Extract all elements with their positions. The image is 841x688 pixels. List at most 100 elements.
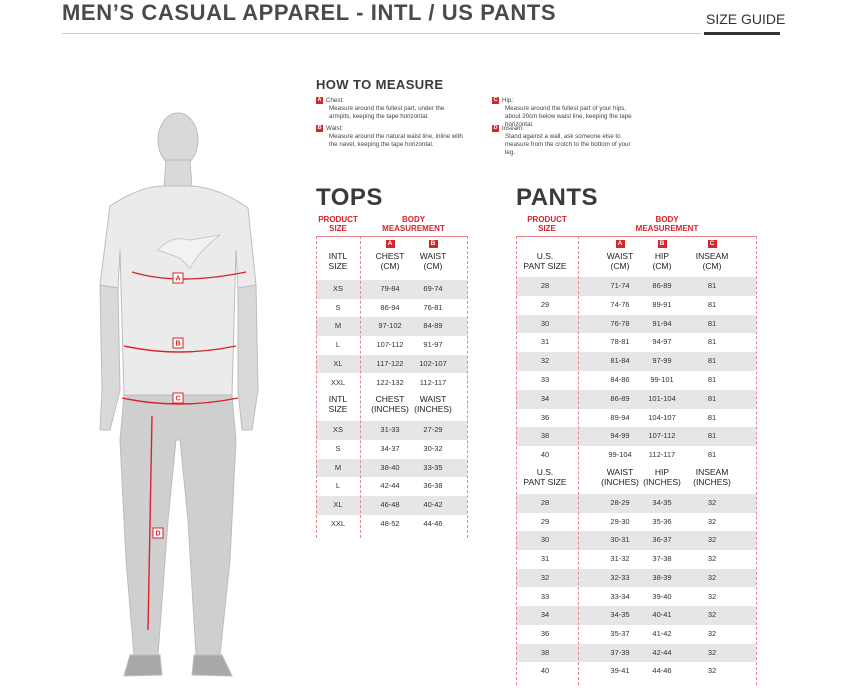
column-head: INSEAM (CM): [695, 251, 729, 271]
table-cell: 31: [540, 554, 550, 564]
table-border: [516, 236, 517, 685]
marker-box: [152, 527, 164, 539]
table-border: [316, 236, 317, 538]
letter-badge: A: [385, 240, 395, 248]
table-cell: 30: [540, 535, 550, 545]
row-stripe: [316, 317, 467, 337]
table-cell: 81: [707, 281, 717, 290]
table-cell: 32: [707, 554, 717, 564]
table-cell: XS: [332, 425, 343, 434]
table-cell: 44-46: [652, 666, 672, 676]
table-cell: 74-76: [610, 299, 630, 309]
table-cell: 99-101: [650, 375, 674, 384]
letter-badge: C: [707, 240, 717, 248]
table-title: PANTS: [516, 184, 599, 211]
table-border: [756, 236, 757, 685]
table-cell: 78-81: [610, 337, 630, 347]
table-cell: 30-31: [610, 535, 630, 545]
instruction: C Hip: Measure around the fullest part of …: [492, 97, 642, 129]
table-cell: 81: [707, 318, 717, 328]
table-cell: 33-35: [423, 462, 443, 472]
table-cell: 86-89: [610, 393, 630, 403]
table-cell: 32: [707, 591, 717, 601]
table-cell: 86-94: [380, 302, 400, 312]
table-cell: 31-32: [610, 554, 630, 564]
row-stripe: [516, 389, 756, 409]
table-cell: 33: [540, 591, 550, 601]
table-cell: 32: [540, 572, 550, 582]
table-cell: 99-104: [608, 450, 632, 460]
table-cell: M: [334, 462, 342, 472]
column-head: U.S. PANT SIZE: [523, 467, 567, 487]
marker-box: [172, 337, 184, 349]
table-cell: 42-44: [652, 647, 672, 657]
table-cell: 32: [707, 572, 717, 582]
table-cell: M: [334, 321, 342, 331]
table-cell: 32: [707, 535, 717, 545]
table-cell: S: [335, 443, 341, 453]
table-cell: 101-104: [648, 393, 676, 403]
instruction-head: B Waist:: [316, 125, 466, 133]
table-cell: 33: [540, 375, 550, 384]
table-cell: 97-99: [652, 356, 672, 366]
instruction-head: C Hip:: [492, 97, 642, 105]
column-head: INSEAM (INCHES): [693, 467, 731, 487]
column-head: WAIST (CM): [419, 251, 447, 271]
table-border: [467, 236, 468, 538]
instruction-head: A Chest:: [316, 97, 466, 105]
table-cell: 35-37: [610, 628, 630, 638]
table-cell: 46-48: [380, 500, 400, 510]
row-stripe: [516, 643, 756, 663]
table-cell: 28: [540, 498, 550, 507]
table-cell: 41-42: [652, 628, 672, 638]
row-stripe: [316, 421, 467, 440]
table-cell: 34-35: [610, 610, 630, 620]
table-cell: XS: [332, 284, 343, 293]
table-cell: 122-132: [376, 377, 404, 387]
table-cell: 40: [540, 666, 550, 676]
table-cell: 30-32: [423, 443, 443, 453]
table-cell: 39-41: [610, 666, 630, 676]
table-cell: 81-84: [610, 356, 630, 366]
table-border: [360, 236, 361, 538]
table-cell: 42-44: [380, 481, 400, 491]
table-cell: 81: [707, 431, 717, 441]
instruction-text: Stand against a wall, ask someone else t…: [505, 133, 631, 156]
table-cell: L: [335, 340, 341, 350]
column-head: INTL SIZE: [328, 394, 348, 414]
table-cell: 81: [707, 412, 717, 422]
table-cell: 89-91: [652, 299, 672, 309]
size-guide-link[interactable]: SIZE GUIDE: [706, 11, 786, 27]
table-cell: 32: [707, 666, 717, 676]
table-cell: 36-38: [423, 481, 443, 491]
table-cell: 32: [707, 647, 717, 657]
letter-badge: B: [428, 240, 438, 248]
table-border: [516, 236, 756, 237]
table-cell: 38: [540, 647, 550, 657]
table-cell: 79-84: [380, 284, 400, 293]
table-border: [578, 236, 579, 685]
table-cell: XXL: [330, 519, 346, 528]
marker-label: A: [175, 276, 180, 283]
table-cell: 84-86: [610, 375, 630, 384]
table-cell: 29: [540, 299, 550, 309]
column-head: WAIST (INCHES): [601, 467, 639, 487]
letter-badge: C: [492, 97, 499, 104]
row-stripe: [516, 531, 756, 551]
instruction-head: D Inseam:: [492, 125, 642, 133]
table-cell: 36: [540, 628, 550, 638]
marker-label: B: [175, 341, 180, 348]
table-cell: 44-46: [423, 519, 443, 528]
table-cell: 37-38: [652, 554, 672, 564]
table-cell: 84-89: [423, 321, 443, 331]
instruction-label: Inseam:: [502, 125, 525, 132]
table-cell: 35-36: [652, 516, 672, 526]
row-stripe: [516, 314, 756, 334]
table-cell: XL: [333, 500, 343, 510]
letter-badge: B: [316, 125, 323, 132]
row-stripe: [516, 427, 756, 447]
table-cell: 28: [540, 281, 550, 290]
table-cell: 81: [707, 337, 717, 347]
table-cell: 76-81: [423, 302, 443, 312]
